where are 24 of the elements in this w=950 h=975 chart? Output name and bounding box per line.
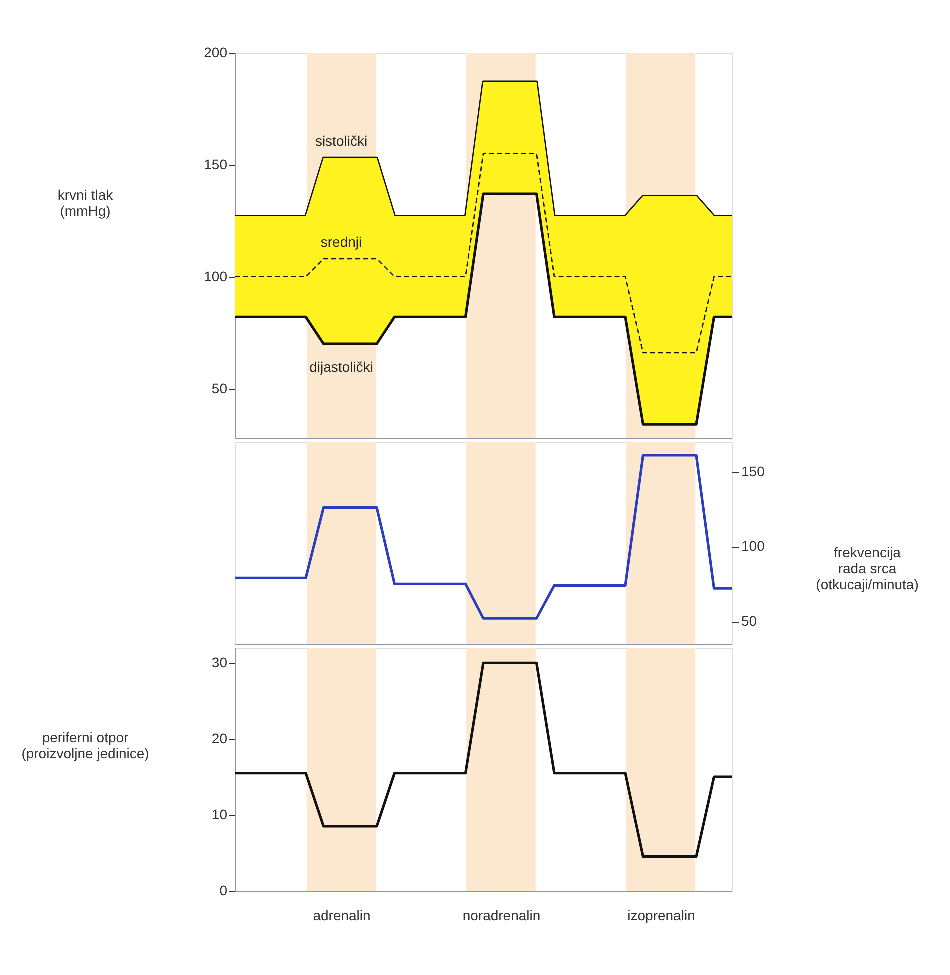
y-tick-label: 100 <box>204 268 228 284</box>
series-label: sistolički <box>315 133 368 150</box>
line-series <box>234 153 733 354</box>
y-tick-label: 150 <box>204 156 228 172</box>
series-label: dijastolički <box>310 358 374 375</box>
x-tick-label: noradrenalin <box>462 908 541 924</box>
y-tick-label: 20 <box>212 730 228 747</box>
y-tick-label: 50 <box>212 380 228 396</box>
y-tick-label: 100 <box>742 538 766 554</box>
line-series <box>234 454 734 620</box>
y-axis-title: periferni otpor (proizvoljne jedinice) <box>22 729 150 762</box>
y-tick-label: 10 <box>212 806 228 823</box>
x-tick-label: izoprenalin <box>628 908 696 924</box>
y-tick-label: 0 <box>220 882 228 898</box>
y-tick-label: 200 <box>204 44 228 60</box>
y-tick-label: 50 <box>742 613 758 630</box>
series-label: srednji <box>320 234 362 250</box>
line-series <box>234 662 734 858</box>
x-tick-label: adrenalin <box>313 908 371 924</box>
y-axis-title: frekvencija rada srca (otkucaji/minuta) <box>816 544 919 593</box>
y-axis-title: krvni tlak (mmHg) <box>58 186 114 219</box>
line-series <box>234 192 734 426</box>
y-tick-label: 150 <box>742 463 766 480</box>
y-tick-label: 30 <box>212 654 228 671</box>
